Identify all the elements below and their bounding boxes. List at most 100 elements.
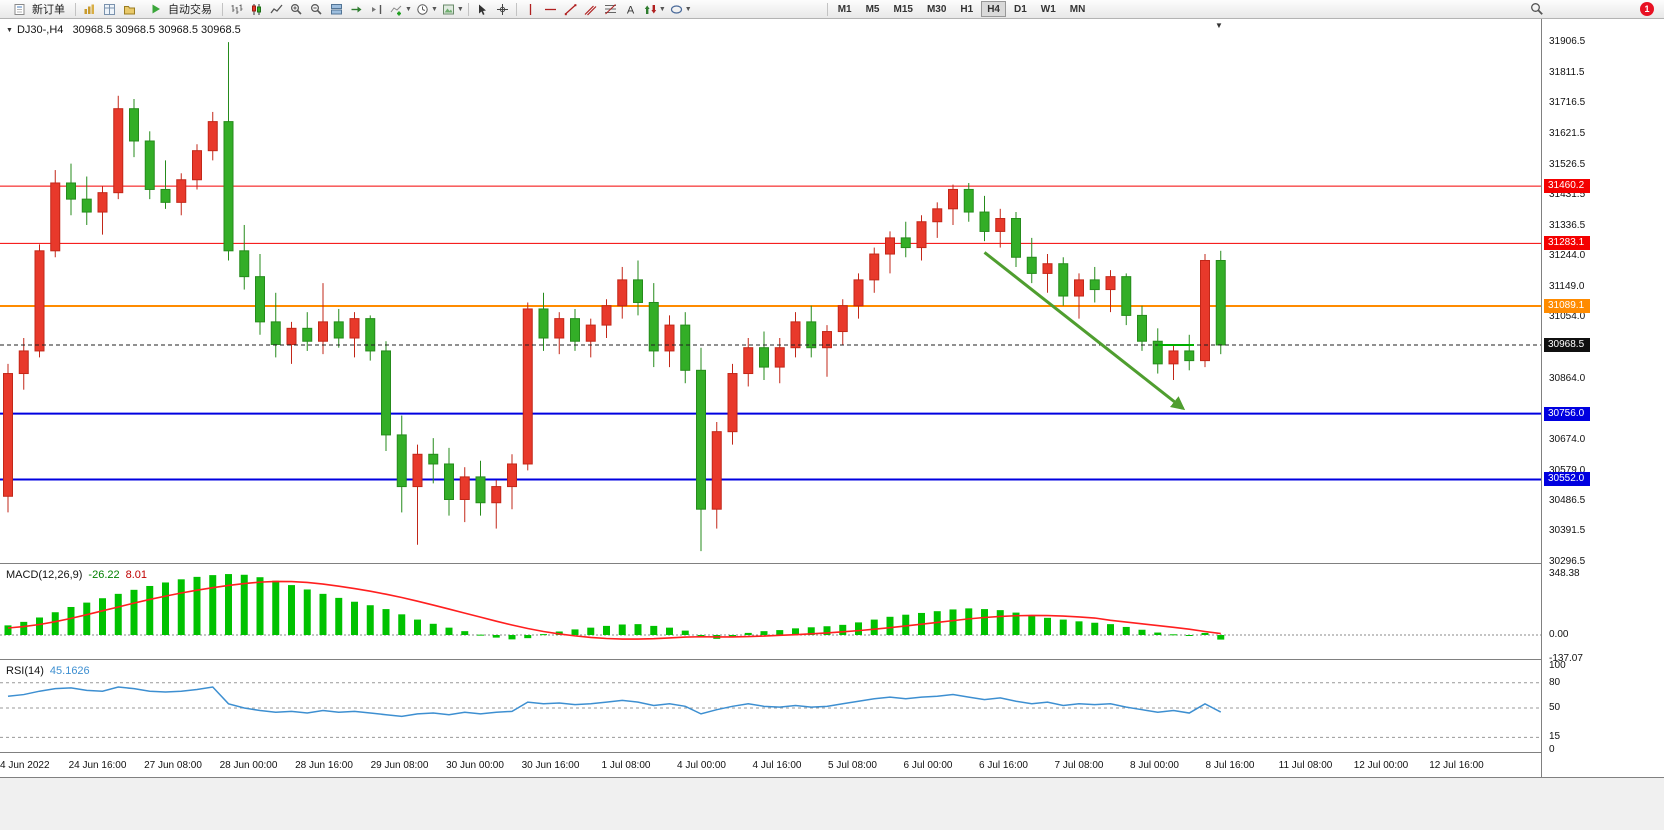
candle-body: [396, 434, 407, 488]
tab-timeframe-m15[interactable]: M15: [888, 1, 919, 17]
candle-body: [1089, 279, 1100, 291]
price-tick: 31054.0: [1549, 311, 1586, 323]
macd-bar: [1044, 617, 1051, 635]
macd-bar: [1012, 612, 1020, 635]
candle-body: [1011, 218, 1021, 258]
navigator-icon[interactable]: [120, 1, 139, 18]
market-watch-icon[interactable]: [100, 1, 119, 18]
tab-timeframe-mn[interactable]: MN: [1064, 1, 1092, 17]
horizontal-line-tool-icon[interactable]: [541, 1, 560, 18]
candle-body: [554, 318, 565, 339]
macd-bar: [540, 634, 547, 636]
channel-tool-icon[interactable]: [581, 1, 600, 18]
line-chart-icon[interactable]: [267, 1, 286, 18]
candle-body: [617, 279, 628, 307]
macd-panel-label: MACD(12,26,9) -26.22 8.01: [6, 569, 147, 581]
time-label: 4 Jul 00:00: [677, 760, 726, 771]
macd-axis-label: 348.38: [1549, 567, 1580, 579]
periods-caret-icon[interactable]: ▼: [430, 5, 438, 13]
periods-icon[interactable]: [413, 1, 432, 18]
candle-body: [365, 318, 376, 352]
candle-body: [680, 324, 691, 371]
chart-canvas[interactable]: [0, 0, 1541, 777]
candle-body: [1215, 259, 1226, 346]
macd-bar: [870, 619, 878, 635]
fibonacci-tool-icon[interactable]: [601, 1, 620, 18]
tab-timeframe-m30[interactable]: M30: [921, 1, 952, 17]
text-tool-icon[interactable]: A: [621, 1, 640, 18]
bar-chart-icon[interactable]: [227, 1, 246, 18]
macd-bar: [225, 574, 232, 635]
tab-timeframe-m1[interactable]: M1: [832, 1, 858, 17]
tab-timeframe-d1[interactable]: D1: [1008, 1, 1033, 17]
new-chart-icon[interactable]: [80, 1, 99, 18]
candle-body: [144, 140, 155, 190]
vertical-line-tool-icon[interactable]: [521, 1, 540, 18]
price-tick: 30864.0: [1549, 372, 1586, 384]
candlestick-chart-icon[interactable]: [247, 1, 266, 18]
search-icon[interactable]: [1527, 1, 1546, 18]
trendline-tool-icon[interactable]: [561, 1, 580, 18]
trend-arrow[interactable]: [983, 251, 1186, 411]
tile-windows-icon[interactable]: [327, 1, 346, 18]
candle-body: [239, 250, 250, 278]
candle-body: [885, 237, 895, 255]
macd-bar: [303, 589, 311, 635]
price-tick: 31149.0: [1549, 280, 1585, 292]
price-axis[interactable]: 31906.5 31811.5 31716.5 31621.5 31526.5 31431…: [1542, 19, 1664, 777]
macd-bar: [209, 575, 217, 635]
indicators-caret-icon[interactable]: ▼: [405, 5, 412, 13]
notification-badge[interactable]: 1: [1640, 2, 1654, 16]
shapes-caret-icon[interactable]: ▼: [684, 5, 692, 13]
time-label: 1 Jul 08:00: [601, 760, 651, 771]
tab-timeframe-w1[interactable]: W1: [1035, 1, 1062, 17]
price-badge: 30968.5: [1544, 337, 1590, 352]
price-tick: 30486.5: [1549, 494, 1586, 506]
auto-scroll-icon[interactable]: [347, 1, 366, 18]
shapes-tool-icon[interactable]: [667, 1, 686, 18]
time-label: 28 Jun 00:00: [219, 760, 278, 771]
macd-axis-label: 0.00: [1549, 629, 1569, 640]
candle-body: [34, 250, 45, 352]
candle-body: [129, 108, 139, 142]
separator: [467, 2, 469, 16]
time-label: 11 Jul 08:00: [1278, 760, 1333, 771]
auto-trading-label: 自动交易: [168, 4, 212, 16]
chart-shift-icon[interactable]: [367, 1, 386, 18]
price-tick: 31336.5: [1549, 220, 1586, 232]
tab-timeframe-h4[interactable]: H4: [981, 1, 1006, 17]
crosshair-icon[interactable]: [493, 1, 512, 18]
template-caret-icon[interactable]: ▼: [456, 5, 464, 13]
candle-body: [113, 108, 124, 194]
zoom-out-icon[interactable]: [307, 1, 326, 18]
time-axis[interactable]: 24 Jun 2022 24 Jun 16:00 27 Jun 08:00 28 Ju…: [0, 753, 1664, 777]
splitter-main-macd[interactable]: [0, 563, 1664, 564]
new-order-button[interactable]: 新订单: [4, 1, 71, 18]
indicators-icon[interactable]: [387, 1, 406, 18]
arrows-tool-icon[interactable]: [641, 1, 660, 18]
auto-trading-button[interactable]: 自动交易: [140, 1, 218, 18]
macd-bar: [177, 579, 185, 635]
tab-timeframe-h1[interactable]: H1: [954, 1, 979, 17]
cursor-icon[interactable]: [473, 1, 492, 18]
collapse-triangle-icon[interactable]: ▼: [6, 27, 13, 34]
price-tick: 30391.5: [1549, 525, 1586, 537]
zoom-in-icon[interactable]: [287, 1, 306, 18]
chart-title: DJ30-,H4 30968.5 30968.5 30968.5 30968.5: [16, 24, 241, 36]
candles-layer: [3, 42, 1226, 552]
chart-shift-marker-icon[interactable]: ▼: [1215, 21, 1223, 30]
rsi-panel-label: RSI(14) 45.1626: [6, 665, 90, 677]
macd-bar: [996, 610, 1004, 635]
template-icon[interactable]: [439, 1, 458, 18]
candle-body: [302, 327, 313, 342]
candle-body: [648, 301, 659, 352]
macd-bar: [1107, 624, 1114, 635]
candle-body: [774, 347, 785, 368]
candle-body: [286, 327, 297, 345]
candle-body: [633, 279, 643, 303]
macd-bar: [398, 614, 406, 635]
arrows-caret-icon[interactable]: ▼: [658, 5, 666, 13]
splitter-macd-rsi[interactable]: [0, 659, 1664, 660]
tab-timeframe-m5[interactable]: M5: [860, 1, 886, 17]
candle-body: [428, 453, 439, 465]
